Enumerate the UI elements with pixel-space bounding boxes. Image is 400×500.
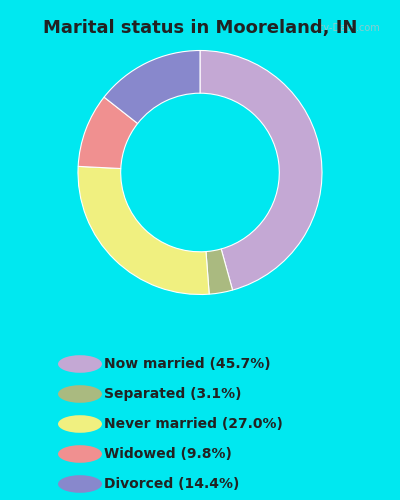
Wedge shape: [78, 97, 138, 168]
Text: Divorced (14.4%): Divorced (14.4%): [104, 477, 239, 491]
Circle shape: [58, 475, 102, 493]
Text: City-Data.com: City-Data.com: [311, 23, 380, 33]
Wedge shape: [206, 249, 232, 294]
Circle shape: [58, 385, 102, 403]
Text: Never married (27.0%): Never married (27.0%): [104, 417, 283, 431]
Circle shape: [58, 445, 102, 463]
Circle shape: [58, 355, 102, 373]
Text: Separated (3.1%): Separated (3.1%): [104, 387, 242, 401]
Wedge shape: [104, 50, 200, 124]
Wedge shape: [78, 166, 209, 294]
Text: Widowed (9.8%): Widowed (9.8%): [104, 447, 232, 461]
Wedge shape: [200, 50, 322, 290]
Text: Marital status in Mooreland, IN: Marital status in Mooreland, IN: [43, 19, 357, 37]
Circle shape: [58, 415, 102, 433]
Text: Now married (45.7%): Now married (45.7%): [104, 357, 271, 371]
